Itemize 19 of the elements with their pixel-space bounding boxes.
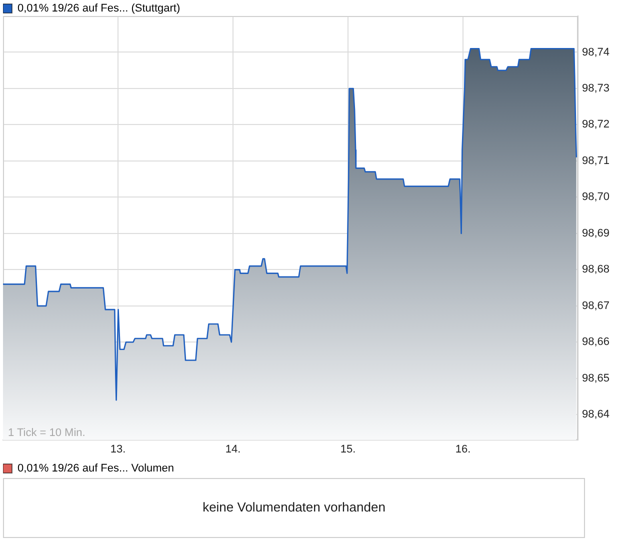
text: keine Volumendaten vorhanden: [202, 500, 386, 515]
y-tick-label: 98,64: [582, 408, 610, 421]
x-tick-label: 16.: [455, 444, 471, 456]
y-tick-label: 98,67: [582, 300, 610, 312]
legend-label: 0,01% 19/26 auf Fes... Volumen: [18, 462, 174, 475]
y-tick-label: 98,74: [582, 46, 610, 58]
y-tick-label: 98,72: [582, 118, 610, 131]
y-tick-label: 98,69: [582, 227, 610, 240]
legend-label: 0,01% 19/26 auf Fes... (Stuttgart): [18, 2, 180, 15]
y-tick-label: 98,70: [582, 191, 610, 204]
annotation: 1 Tick = 10 Min.: [8, 427, 86, 439]
x-tick-label: 13.: [110, 444, 126, 456]
x-tick-label: 15.: [340, 444, 356, 456]
y-tick-label: 98,71: [582, 154, 610, 167]
x-tick-label: 14.: [225, 444, 241, 456]
y-tick-label: 98,73: [582, 82, 610, 95]
y-tick-label: 98,66: [582, 336, 610, 348]
y-tick-label: 98,68: [582, 264, 610, 276]
y-tick-label: 98,65: [582, 372, 610, 384]
